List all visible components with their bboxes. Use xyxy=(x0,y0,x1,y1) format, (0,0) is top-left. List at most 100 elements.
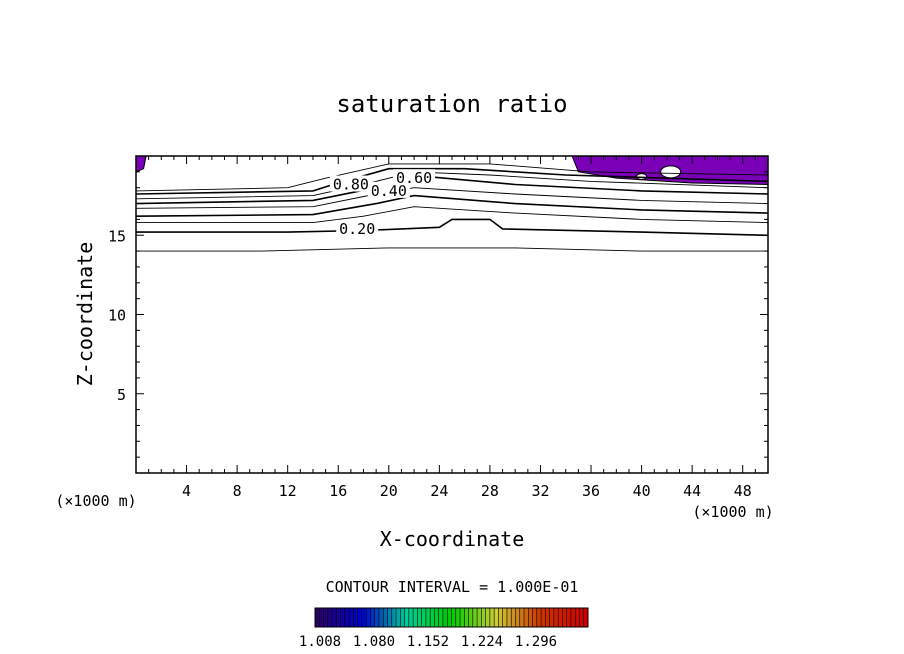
colorbar-cell xyxy=(464,608,469,627)
colorbar-cell xyxy=(575,608,580,627)
colorbar-cell xyxy=(396,608,401,627)
colorbar-cell xyxy=(562,608,568,627)
colorbar-cell xyxy=(340,608,346,627)
colorbar-cell xyxy=(502,608,508,627)
x-tick-label: 32 xyxy=(531,482,549,500)
colorbar-cell xyxy=(477,608,482,627)
contour-line xyxy=(135,167,769,195)
colorbar-cell xyxy=(327,608,333,627)
colorbar-cell xyxy=(417,608,423,627)
colorbar-cell xyxy=(489,608,495,627)
colorbar-cell xyxy=(357,608,363,627)
colorbar xyxy=(314,607,589,628)
colorbar-cell xyxy=(583,608,589,627)
chart-title: saturation ratio xyxy=(336,90,567,118)
contour-line xyxy=(136,247,768,252)
colorbar-tick-label: 1.296 xyxy=(515,634,557,650)
colorbar-cell xyxy=(438,608,444,627)
colorbar-cell xyxy=(553,608,559,627)
colorbar-cell xyxy=(498,608,504,627)
colorbar-cell xyxy=(378,608,384,627)
colorbar-cell xyxy=(558,608,563,627)
x-tick-label: 16 xyxy=(329,482,347,500)
colorbar-cell xyxy=(455,608,461,627)
colorbar-tick-label: 1.008 xyxy=(299,634,341,650)
x-tick-label: 28 xyxy=(481,482,499,500)
colorbar-cell xyxy=(391,608,397,627)
colorbar-cell xyxy=(425,608,431,627)
colorbar-cell xyxy=(524,608,529,627)
colorbar-cell xyxy=(370,608,376,627)
colorbar-cell xyxy=(361,608,367,627)
colorbar-cell xyxy=(536,608,542,627)
contour-interval: CONTOUR INTERVAL = 1.000E-01 xyxy=(326,578,579,596)
y-tick-label: 10 xyxy=(108,307,126,325)
x-unit-right: (×1000 m) xyxy=(692,503,773,521)
colorbar-cell xyxy=(528,608,533,627)
contour-line xyxy=(135,187,769,209)
colorbar-cell xyxy=(366,608,371,627)
x-tick-label: 4 xyxy=(182,482,191,500)
contour-labels: 0.20 0.400.60 0.80 xyxy=(329,169,436,238)
colorbar-cell xyxy=(472,608,478,627)
colorbar-cell xyxy=(579,608,585,627)
colorbar-cell xyxy=(460,608,465,627)
colorbar-tick-labels: 1.008 1.080 1.152 1.224 1.296 xyxy=(299,634,557,650)
plot-frame xyxy=(135,155,769,474)
colorbar-cell xyxy=(494,608,499,627)
colorbar-cell xyxy=(374,608,380,627)
contour-label-bg xyxy=(329,175,372,192)
colorbar-cell xyxy=(400,608,405,627)
colorbar-cell xyxy=(323,608,329,627)
colorbar-cell xyxy=(515,608,521,627)
x-axis-label: X-coordinate xyxy=(380,527,525,551)
colorbar-cell xyxy=(545,608,551,627)
contour-label: 0.60 xyxy=(396,169,432,187)
x-unit-left: (×1000 m) xyxy=(55,492,136,510)
colorbar-cell xyxy=(451,608,457,627)
colorbar-cell xyxy=(344,608,350,627)
colorbar-cell xyxy=(447,608,452,627)
colorbar-cell xyxy=(332,608,337,627)
x-axis-ticks: 4 8 12 16 20 24 28 32 36 40 44 48 xyxy=(148,156,756,500)
colorbar-cell xyxy=(315,608,320,627)
contour-line xyxy=(135,194,769,217)
colorbar-cell xyxy=(349,608,354,627)
colorbar-cell xyxy=(408,608,414,627)
colorbar-cell xyxy=(430,608,435,627)
shaded-hole xyxy=(660,165,682,179)
colorbar-cell xyxy=(485,608,491,627)
contour-label-bg xyxy=(393,169,436,186)
x-tick-label: 12 xyxy=(279,482,297,500)
colorbar-cell xyxy=(421,608,427,627)
colorbar-cell xyxy=(481,608,487,627)
contour-label: 0.20 xyxy=(339,220,375,238)
colorbar-cell xyxy=(570,608,576,627)
y-axis-ticks: 5 10 15 xyxy=(108,171,768,458)
x-tick-label: 8 xyxy=(233,482,242,500)
colorbar-cell xyxy=(468,608,474,627)
colorbar-cell xyxy=(336,608,341,627)
colorbar-cell xyxy=(442,608,448,627)
colorbar-cell xyxy=(532,608,538,627)
colorbar-cell xyxy=(566,608,572,627)
colorbar-cell xyxy=(387,608,393,627)
colorbar-cell xyxy=(383,608,388,627)
x-tick-label: 48 xyxy=(734,482,752,500)
colorbar-cell xyxy=(353,608,359,627)
contour-label-bg xyxy=(336,219,379,236)
x-tick-label: 20 xyxy=(380,482,398,500)
contour-label: 0.80 xyxy=(333,176,369,194)
colorbar-cell xyxy=(404,608,410,627)
colorbar-tick-label: 1.152 xyxy=(407,634,449,650)
x-tick-label: 36 xyxy=(582,482,600,500)
colorbar-tick-label: 1.080 xyxy=(353,634,395,650)
colorbar-cell xyxy=(434,608,440,627)
colorbar-frame xyxy=(314,607,589,628)
colorbar-cell xyxy=(519,608,525,627)
contour-label-bg xyxy=(367,181,410,198)
y-axis-label: Z-coordinate xyxy=(73,242,97,387)
x-tick-label: 44 xyxy=(683,482,701,500)
colorbar-cell xyxy=(319,608,324,627)
